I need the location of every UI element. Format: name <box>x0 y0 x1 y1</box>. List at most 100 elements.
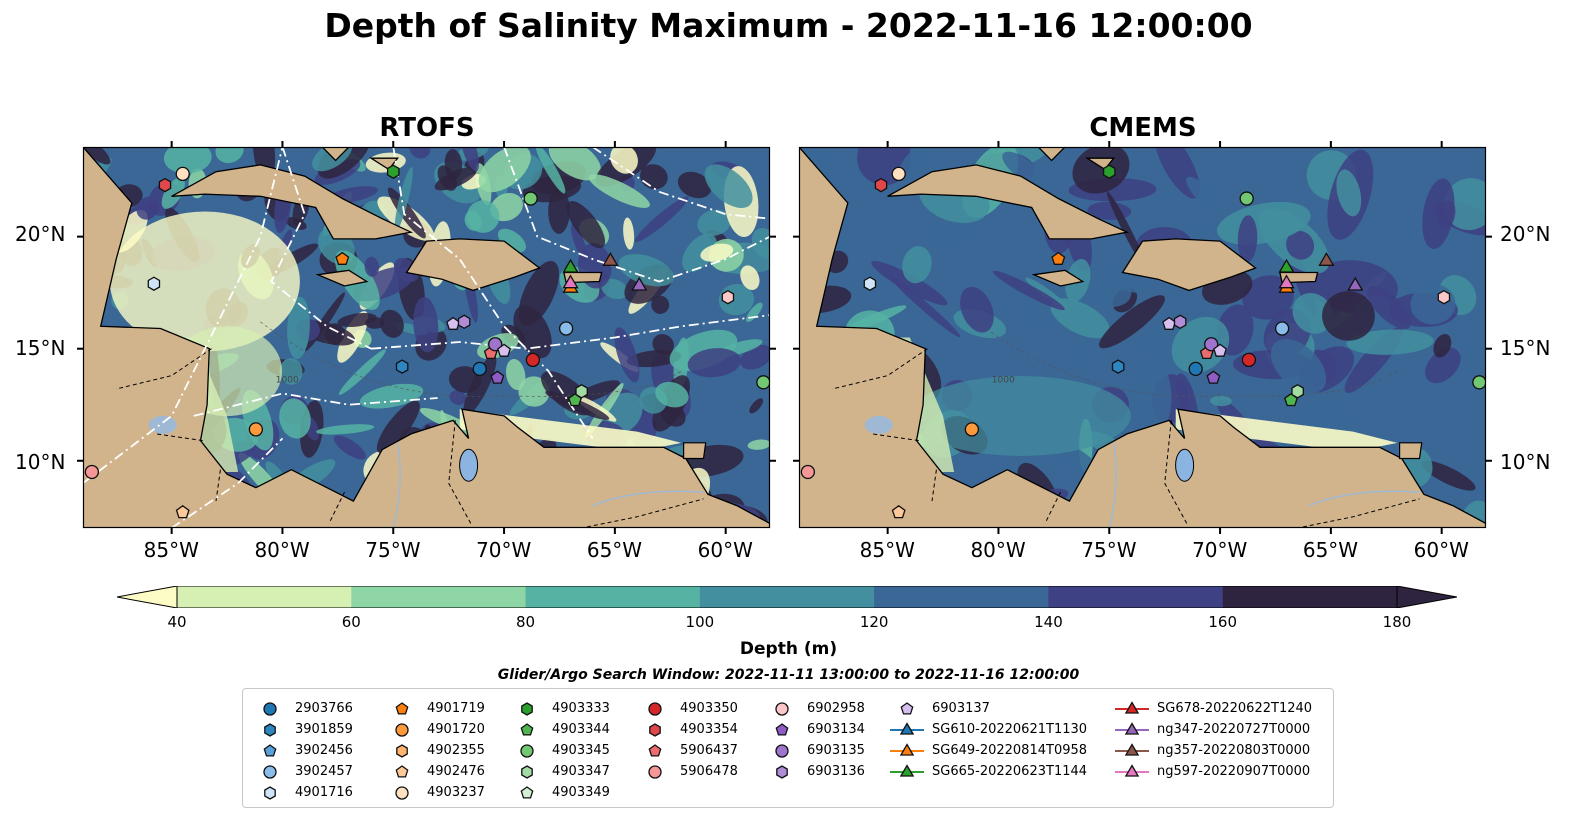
legend-label: 6903137 <box>932 701 990 716</box>
legend-marker <box>520 723 534 736</box>
lon-label: 75°W <box>365 538 421 562</box>
legend-marker <box>395 786 409 800</box>
float-marker <box>490 370 505 384</box>
legend-marker <box>1124 701 1140 714</box>
legend-marker <box>264 723 276 737</box>
legend-label: 4901720 <box>427 722 485 737</box>
land-mass <box>1031 269 1085 287</box>
legend-marker <box>899 722 915 735</box>
legend-marker <box>776 765 788 779</box>
legend-marker <box>395 765 409 778</box>
lat-label-left-15n: 15°N <box>15 336 66 360</box>
glider-marker <box>1318 252 1335 266</box>
colorbar-tick-label: 180 <box>1382 613 1412 631</box>
colorbar-segment <box>1222 586 1398 608</box>
legend-label: 4902476 <box>427 764 485 779</box>
land-mass <box>1084 157 1116 171</box>
legend-marker <box>263 702 277 716</box>
legend-label: 4903347 <box>552 764 610 779</box>
legend-label: 4901716 <box>295 785 353 800</box>
legend: 2903766 3901859 3902456 3902457 4901716 49017… <box>242 688 1334 808</box>
land-mass <box>368 157 400 171</box>
float-marker <box>488 337 503 352</box>
eez-boundary <box>592 147 770 220</box>
glider-marker <box>562 274 579 289</box>
legend-marker <box>1124 764 1140 777</box>
legend-marker <box>899 764 915 777</box>
figure-title: Depth of Salinity Maximum - 2022-11-16 1… <box>324 6 1253 45</box>
lat-label-right-20n: 20°N <box>1500 222 1551 246</box>
lake-nicaragua <box>148 415 177 434</box>
legend-marker <box>649 723 661 737</box>
float-marker <box>1241 352 1257 368</box>
legend-marker <box>899 743 915 756</box>
float-marker <box>1239 191 1254 206</box>
legend-label: 6903135 <box>807 743 865 758</box>
float-marker <box>1173 314 1187 330</box>
float-marker <box>1472 375 1486 390</box>
colorbar <box>117 586 1457 608</box>
legend-label: 4903345 <box>552 743 610 758</box>
lat-label-left-20n: 20°N <box>15 222 66 246</box>
legend-marker <box>521 702 533 716</box>
legend-marker <box>264 786 276 800</box>
legend-label: 2903766 <box>295 701 353 716</box>
legend-label: 5906437 <box>680 743 738 758</box>
land-mass <box>321 147 350 162</box>
float-marker <box>472 361 487 377</box>
colorbar-segment <box>351 586 527 608</box>
land-mass <box>1037 147 1066 162</box>
colorbar-tick-label: 80 <box>516 613 536 631</box>
legend-marker <box>775 723 789 736</box>
lake-maracaibo <box>1175 448 1195 482</box>
eez-boundary <box>193 392 438 417</box>
colorbar-segment <box>177 586 352 608</box>
float-marker <box>964 422 980 437</box>
legend-label: 6902958 <box>807 701 865 716</box>
contour-label: 1000 <box>276 375 299 385</box>
colorbar-tick-label: 100 <box>685 613 715 631</box>
float-marker <box>386 164 400 179</box>
legend-marker <box>521 765 533 779</box>
float-marker <box>1213 343 1227 357</box>
legend-marker <box>900 702 914 715</box>
lake-maracaibo <box>459 448 479 482</box>
legend-label: 6903136 <box>807 764 865 779</box>
legend-label: ng347-20220727T0000 <box>1157 722 1311 737</box>
lon-label: 80°W <box>970 538 1026 562</box>
legend-marker <box>263 765 277 779</box>
legend-marker <box>1124 722 1140 735</box>
glider-marker <box>1278 258 1295 273</box>
float-marker <box>1111 359 1125 374</box>
lon-label: 85°W <box>859 538 915 562</box>
float-marker <box>1284 393 1298 407</box>
float-marker <box>525 352 541 368</box>
float-marker <box>891 504 906 519</box>
land-mass <box>405 238 541 292</box>
float-marker <box>248 422 264 437</box>
lat-label-left-10n: 10°N <box>15 450 66 474</box>
colorbar-segment <box>699 586 875 608</box>
colorbar-tick-label: 160 <box>1208 613 1238 631</box>
float-marker <box>1051 251 1066 265</box>
colorbar-tick-label: 140 <box>1034 613 1063 631</box>
lon-label: 60°W <box>1413 538 1469 562</box>
legend-marker <box>648 702 662 716</box>
legend-marker <box>775 702 789 716</box>
float-marker <box>523 191 538 206</box>
lon-label: 65°W <box>586 538 643 562</box>
legend-marker <box>520 744 534 758</box>
legend-marker <box>648 744 662 757</box>
legend-label: 4903350 <box>680 701 738 716</box>
legend-marker <box>1124 743 1140 756</box>
legend-label: SG665-20220623T1144 <box>932 764 1088 779</box>
glider-marker <box>1347 276 1364 291</box>
lon-label: 75°W <box>1081 538 1137 562</box>
colorbar-segment <box>1048 586 1224 608</box>
float-marker <box>497 343 511 357</box>
float-marker <box>84 464 100 480</box>
legend-label: 4903344 <box>552 722 610 737</box>
float-marker <box>335 251 350 265</box>
search-window-note: Glider/Argo Search Window: 2022-11-11 13… <box>497 667 1080 683</box>
land-mass <box>171 164 414 240</box>
